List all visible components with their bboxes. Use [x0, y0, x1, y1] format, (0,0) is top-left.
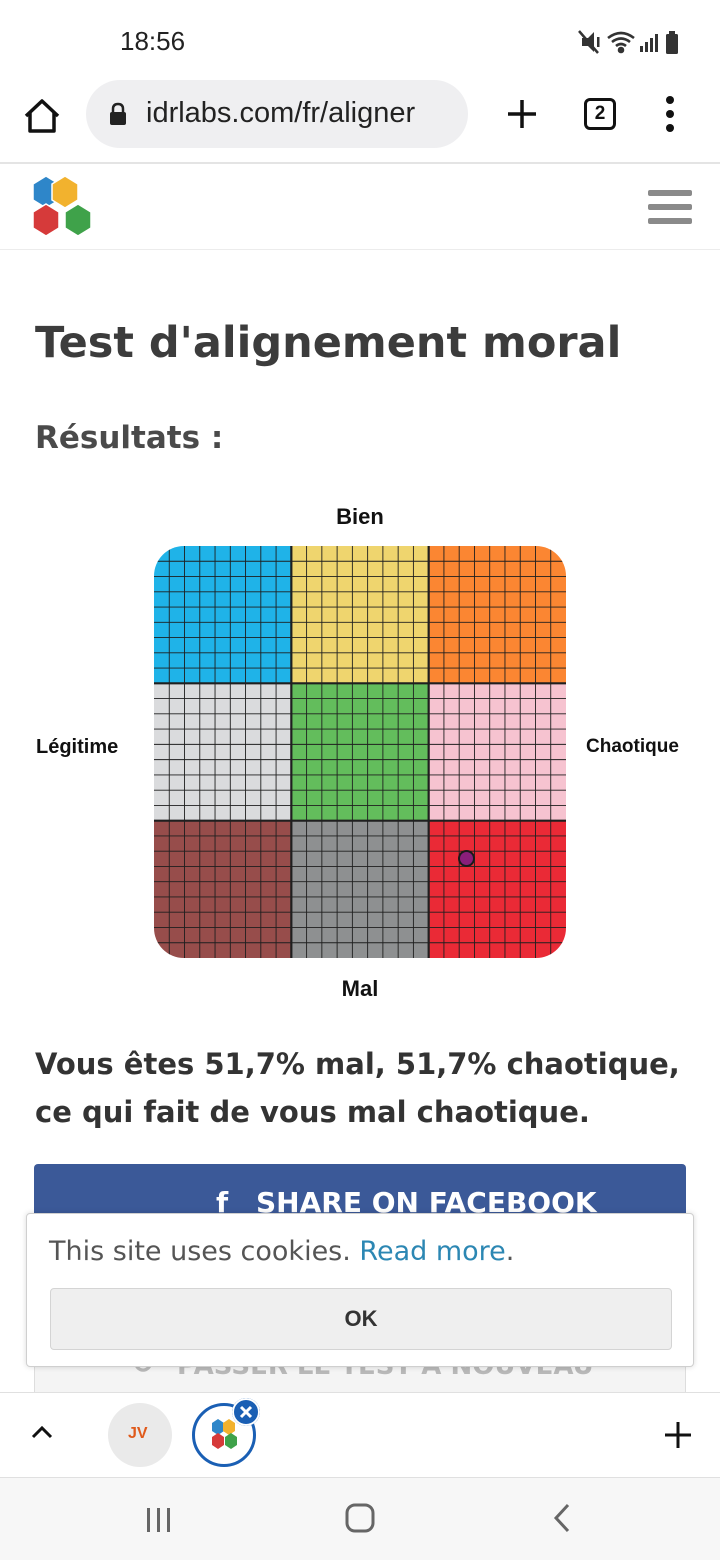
plus-icon[interactable]	[664, 1421, 692, 1449]
read-more-link[interactable]: Read more	[359, 1236, 506, 1267]
jv-tab[interactable]: JV	[108, 1403, 172, 1467]
site-header	[0, 166, 720, 250]
grid-cell-1-0	[154, 683, 292, 821]
result-text: Vous êtes 51,7% mal, 51,7% chaotique, ce…	[35, 1047, 680, 1129]
tabs-button[interactable]: 2	[584, 98, 616, 130]
idrlabs-tab[interactable]	[192, 1403, 256, 1467]
cookie-message: This site uses cookies.	[49, 1236, 360, 1267]
grid-cell-1-1	[291, 683, 429, 821]
grid-cell-2-0	[154, 820, 292, 958]
signal-icon	[640, 34, 658, 52]
chevron-up-icon[interactable]	[30, 1423, 54, 1441]
cookie-text: This site uses cookies. Read more.	[49, 1236, 514, 1267]
overflow-menu-icon[interactable]	[656, 92, 684, 136]
grid-cell-2-1	[291, 820, 429, 958]
results-label: Résultats :	[35, 420, 224, 456]
home-button-icon[interactable]	[344, 1502, 376, 1534]
browser-toolbar: idrlabs.com/fr/aligner 2	[0, 80, 720, 164]
alignment-grid-chart	[154, 546, 566, 958]
hamburger-icon[interactable]	[648, 188, 692, 226]
recents-icon[interactable]	[144, 1506, 174, 1534]
idrlabs-tab-logo	[212, 1419, 237, 1449]
home-icon[interactable]	[20, 94, 64, 138]
wifi-icon	[607, 31, 635, 54]
grid-cell-2-2	[428, 820, 566, 958]
status-icons	[578, 30, 678, 54]
mute-vibrate-icon	[578, 30, 600, 54]
close-icon[interactable]	[232, 1398, 260, 1426]
axis-top-label: Bien	[336, 504, 384, 529]
address-bar[interactable]: idrlabs.com/fr/aligner	[86, 80, 468, 148]
cookie-ok-button[interactable]: OK	[50, 1288, 672, 1350]
idrlabs-logo[interactable]	[16, 174, 98, 246]
status-bar: 18:56	[0, 0, 720, 80]
grid-cell-0-1	[291, 546, 429, 684]
axis-right-label: Chaotique	[586, 736, 679, 757]
cookie-suffix: .	[505, 1236, 515, 1267]
lock-icon[interactable]	[108, 102, 128, 126]
battery-icon	[666, 31, 678, 54]
status-time: 18:56	[120, 26, 186, 56]
axis-bottom-label: Mal	[341, 976, 379, 1001]
back-icon[interactable]	[552, 1502, 572, 1534]
result-marker	[458, 850, 476, 868]
tab-strip: JV	[0, 1392, 720, 1478]
page-title: Test d'alignement moral	[35, 318, 622, 368]
grid-cell-0-0	[154, 546, 292, 684]
facebook-icon: f	[216, 1186, 229, 1219]
grid-cell-0-2	[428, 546, 566, 684]
axis-left-label: Légitime	[36, 736, 119, 758]
url-text[interactable]: idrlabs.com/fr/aligner	[146, 97, 416, 129]
jv-logo: JV	[128, 1425, 148, 1442]
cookie-banner: This site uses cookies. Read more. OK	[26, 1213, 694, 1367]
new-tab-icon[interactable]	[502, 94, 542, 134]
system-nav-bar	[0, 1478, 720, 1560]
grid-cell-1-2	[428, 683, 566, 821]
